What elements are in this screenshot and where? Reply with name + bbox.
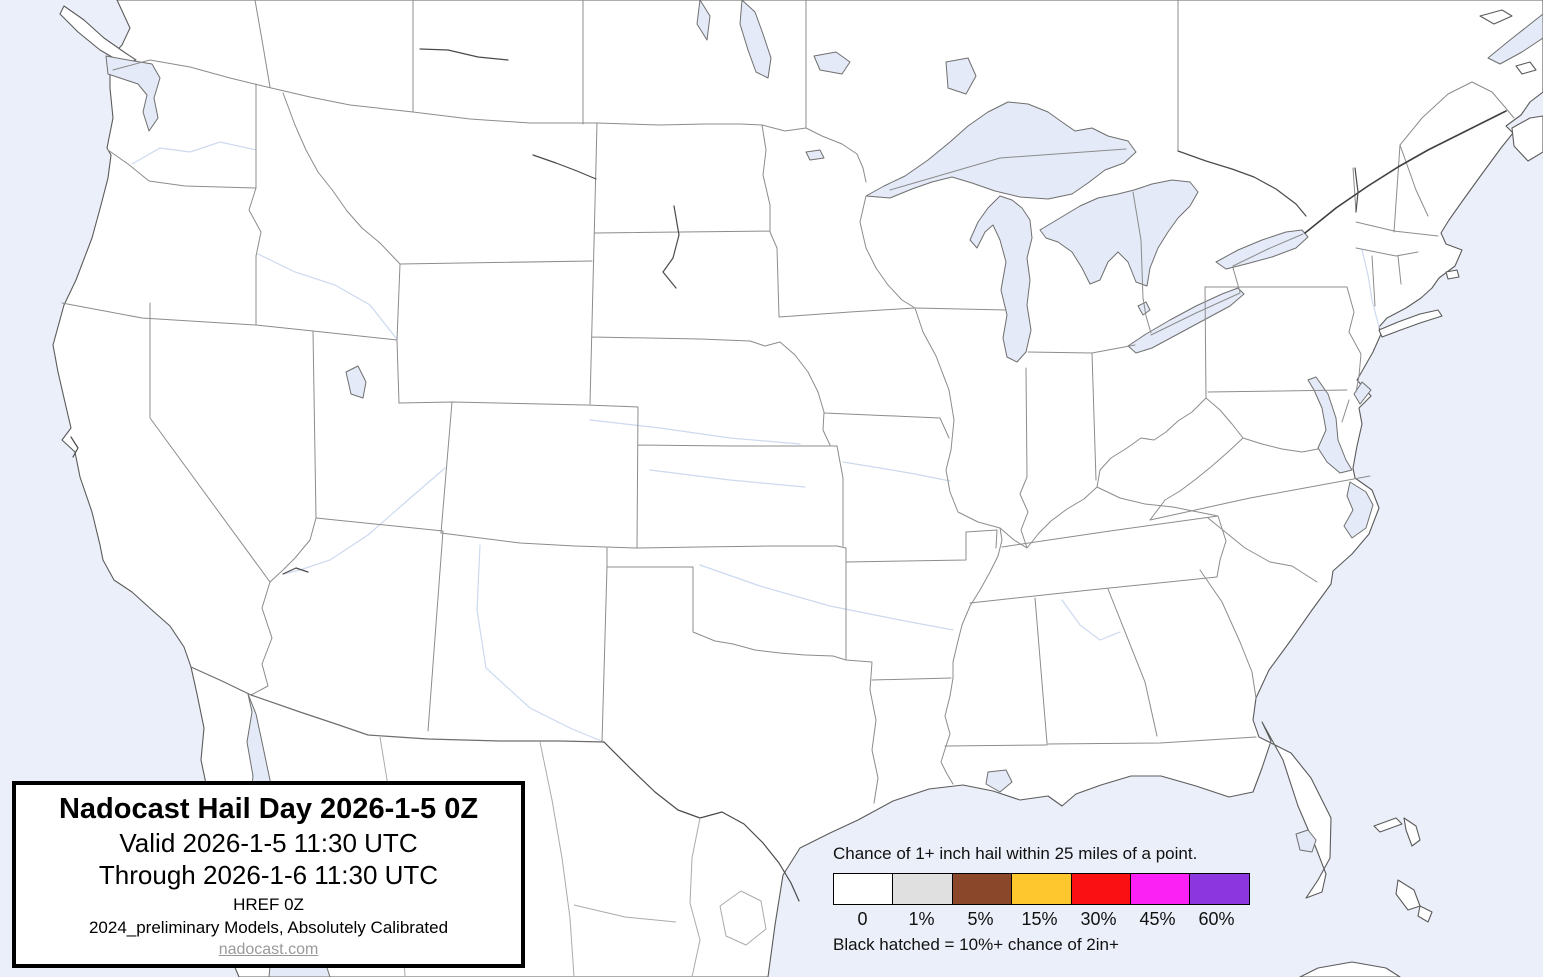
arkansas-river — [699, 564, 954, 631]
lake-nipigon — [945, 57, 977, 95]
rio-grande-border — [603, 741, 800, 902]
dark-rivers-group — [70, 48, 1507, 575]
legend-swatch-15% — [1011, 873, 1073, 905]
lake-winnipegosis — [696, 0, 711, 41]
legend-swatch-1% — [892, 873, 954, 905]
state-borders-group — [61, 0, 1515, 804]
prince-edward-island — [1515, 61, 1537, 75]
map-title: Nadocast Hail Day 2026-1-5 0Z — [58, 793, 479, 825]
legend-bin-label: 60% — [1198, 909, 1235, 929]
legend-swatches — [833, 873, 1251, 905]
st-lawrence-river — [1304, 110, 1507, 234]
colorado-river-lake-mead — [282, 567, 309, 575]
canadian-province-borders — [254, 0, 1515, 151]
lake-michigan — [969, 195, 1033, 363]
mississippi-river-borders — [845, 195, 1003, 785]
anticosti-island — [1479, 9, 1513, 25]
great-salt-lake — [345, 365, 367, 399]
legend-bin-label: 5% — [967, 909, 994, 929]
snake-river — [257, 253, 397, 339]
north-america-landmass — [52, 0, 1543, 977]
legend-note: Black hatched = 10%+ chance of 2in+ — [833, 935, 1119, 954]
st-lawrence-estuary — [1487, 13, 1543, 65]
rivers-group — [131, 141, 1380, 743]
nova-scotia — [1511, 115, 1543, 162]
legend-swatch-30% — [1070, 873, 1132, 905]
nadocast-link[interactable]: nadocast.com — [218, 940, 319, 958]
lake-okeechobee — [1295, 829, 1317, 853]
through-time: Through 2026-1-6 11:30 UTC — [98, 860, 439, 891]
colorado-river-upper — [282, 467, 446, 575]
legend-bin-label: 0 — [857, 909, 868, 929]
probability-legend: Chance of 1+ inch hail within 25 miles o… — [833, 844, 1251, 955]
lake-huron — [1039, 179, 1199, 287]
water-bodies-group — [105, 0, 1543, 977]
western-state-borders — [61, 83, 593, 732]
us-mexico-border — [190, 666, 605, 743]
lake-st-clair — [1137, 301, 1151, 316]
lake-winnipeg — [739, 0, 772, 79]
legend-bin-label: 45% — [1139, 909, 1176, 929]
model-label: HREF 0Z — [233, 894, 304, 914]
bahamas-islands — [1373, 817, 1433, 923]
title-box: Nadocast Hail Day 2026-1-5 0Z Valid 2026… — [12, 781, 525, 968]
lake-champlain — [1354, 167, 1359, 213]
cuba-coast — [1299, 961, 1401, 977]
tennessee-river — [1061, 599, 1121, 641]
legend-swatch-0 — [833, 873, 894, 905]
midwest-state-borders — [914, 286, 1207, 549]
lake-of-the-woods — [813, 51, 851, 75]
long-island — [1378, 309, 1443, 338]
kansas-river — [649, 469, 806, 488]
legend-bin-label: 1% — [908, 909, 935, 929]
legend-swatch-5% — [951, 873, 1013, 905]
puget-sound — [105, 55, 161, 132]
missouri-river-lower — [842, 461, 951, 482]
calibration-label: 2024_preliminary Models, Absolutely Cali… — [88, 917, 449, 937]
pamlico-sound — [1343, 481, 1374, 539]
hudson-river — [1361, 249, 1380, 328]
valid-time: Valid 2026-1-5 11:30 UTC — [119, 827, 418, 858]
legend-swatch-60% — [1189, 873, 1251, 905]
legend-swatch-45% — [1130, 873, 1192, 905]
ottawa-river — [1177, 150, 1307, 217]
lake-superior — [865, 101, 1137, 200]
delaware-bay — [1353, 381, 1372, 405]
san-francisco-bay — [70, 436, 79, 458]
legend-title: Chance of 1+ inch hail within 25 miles o… — [833, 844, 1198, 863]
rio-grande-upper — [476, 544, 605, 743]
legend-bin-label: 15% — [1021, 909, 1058, 929]
marthas-vineyard-island — [1445, 269, 1460, 280]
southern-state-borders — [944, 475, 1371, 747]
missouri-river-montana — [419, 48, 597, 180]
plains-state-borders — [398, 122, 950, 549]
missouri-river-dakotas — [662, 205, 680, 289]
lake-pontchartrain — [985, 769, 1013, 793]
legend-bin-label: 30% — [1080, 909, 1117, 929]
columbia-river — [131, 141, 257, 165]
great-lakes-border-segments — [889, 148, 1304, 336]
landmass-group — [52, 0, 1543, 977]
legend-labels: 0 1% 5% 15% 30% 45% 60% — [833, 909, 1250, 930]
platte-river — [589, 419, 801, 445]
lake-ontario — [1215, 229, 1309, 270]
texas-oklahoma-borders — [601, 547, 952, 804]
devils-lake — [805, 149, 825, 161]
eastern-state-borders — [1149, 144, 1439, 521]
chesapeake-bay — [1307, 376, 1353, 474]
